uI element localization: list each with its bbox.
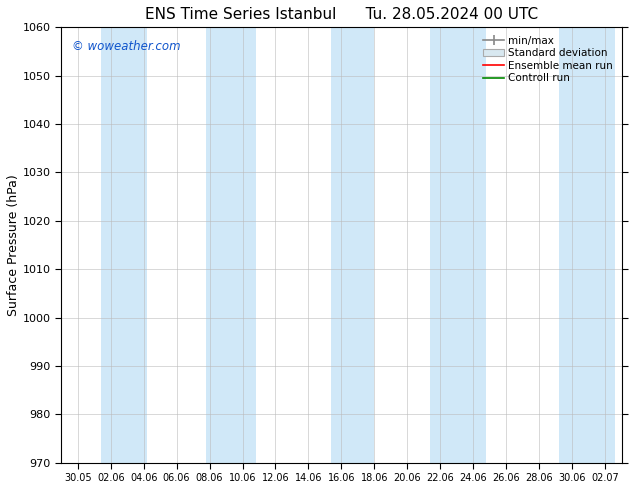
Y-axis label: Surface Pressure (hPa): Surface Pressure (hPa) [7,174,20,316]
Title: ENS Time Series Istanbul      Tu. 28.05.2024 00 UTC: ENS Time Series Istanbul Tu. 28.05.2024 … [145,7,538,22]
Bar [101,27,147,463]
Bar [332,27,374,463]
Legend: min/max, Standard deviation, Ensemble mean run, Controll run: min/max, Standard deviation, Ensemble me… [481,32,616,87]
Text: © woweather.com: © woweather.com [72,40,181,53]
Bar [559,27,615,463]
Bar [206,27,256,463]
Bar [430,27,486,463]
